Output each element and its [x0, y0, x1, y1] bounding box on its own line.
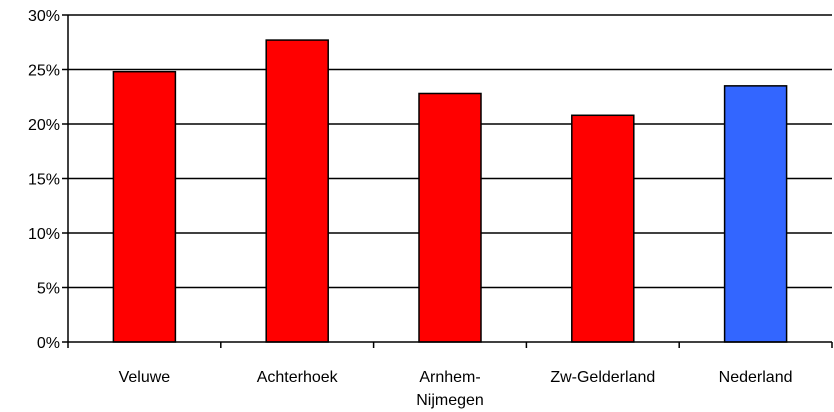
y-tick-label: 30%: [28, 8, 60, 25]
y-tick-label: 10%: [28, 226, 60, 243]
bar-zw-gelderland: [571, 114, 635, 343]
x-tick-label: Zw-Gelderland: [550, 369, 655, 386]
y-tick-label: 0%: [37, 335, 60, 352]
y-tick-label: 5%: [37, 281, 60, 298]
x-tick-label: Veluwe: [119, 369, 171, 386]
axes: [62, 14, 833, 348]
bar-veluwe: [112, 70, 177, 343]
x-tick-labels: Veluwe Achterhoek Arnhem-Nijmegen Zw-Gelder…: [119, 369, 793, 409]
y-tick-label: 20%: [28, 117, 60, 134]
y-tick-label: 25%: [28, 63, 60, 80]
bar-nederland: [723, 85, 788, 343]
y-tick-label: 15%: [28, 172, 60, 189]
x-tick-label: Arnhem-Nijmegen: [416, 369, 484, 409]
x-tick-label: Achterhoek: [257, 369, 339, 386]
bars: [112, 39, 788, 343]
y-tick-labels: 0% 5% 10% 15% 20% 25% 30%: [28, 8, 60, 352]
bar-achterhoek: [265, 39, 329, 343]
x-tick-label: Nederland: [719, 369, 793, 386]
bar-arnhem-nijmegen: [418, 92, 482, 343]
